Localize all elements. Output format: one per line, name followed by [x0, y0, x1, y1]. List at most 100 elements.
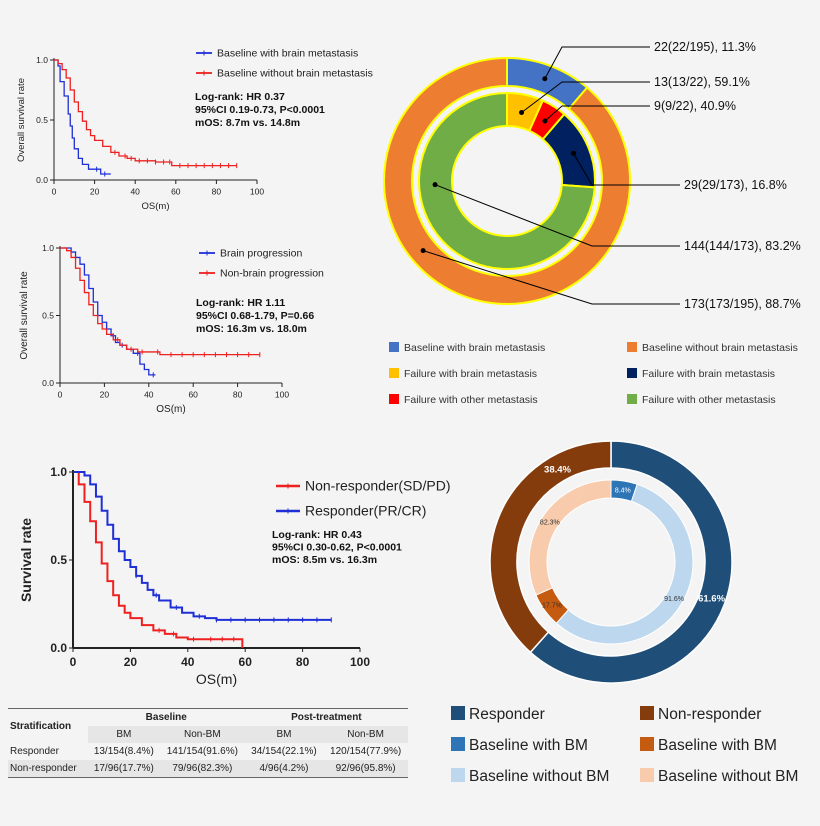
responder-donut: 8.4% 91.6% 17.7% 82.3% 61.6% 38.4% Responder No…: [451, 440, 798, 785]
legend-swatch: [451, 768, 465, 782]
callout-label: 173(173/195), 88.7%: [684, 297, 801, 311]
table-cell: 13/154(8.4%): [93, 746, 154, 757]
x-tick-label: 60: [188, 390, 198, 400]
table-cell: 120/154(77.9%): [330, 746, 402, 757]
table-subheader-nonbm: Non-BM: [159, 726, 245, 743]
x-tick-label: 0: [58, 390, 63, 400]
logrank-annotation: mOS: 8.7m vs. 14.8m: [195, 117, 300, 129]
x-tick-label: 100: [250, 187, 264, 197]
x-tick-label: 20: [100, 390, 110, 400]
x-axis-title: OS(m): [196, 671, 237, 687]
legend-label: Baseline with BM: [658, 737, 777, 754]
logrank-annotation: Log-rank: HR 0.37: [195, 91, 285, 103]
y-tick-label: 0.5: [50, 553, 67, 567]
inner-segment-label: 8.4%: [615, 487, 631, 494]
y-tick-label: 1.0: [36, 55, 48, 65]
x-tick-label: 80: [212, 187, 222, 197]
survival-curve-red: [73, 471, 244, 648]
table-cell: 4/96(4.2%): [244, 760, 324, 778]
legend-label: Baseline without BM: [658, 768, 798, 785]
legend-label: Baseline with brain metastasis: [217, 48, 358, 60]
legend-swatch: [451, 706, 465, 720]
outer-ring-segment: [529, 440, 733, 684]
legend-label: Failure with brain metastasis: [404, 368, 537, 380]
inner-segment-label: 17.7%: [542, 602, 562, 609]
callout-line: [422, 250, 680, 305]
x-axis-title: OS(m): [156, 404, 185, 415]
callout-line: [434, 184, 680, 247]
y-tick-label: 0.0: [42, 378, 54, 388]
callout-line: [521, 81, 650, 113]
survival-curve-blue: [73, 471, 332, 621]
x-axis-title: OS(m): [142, 201, 170, 212]
table-header-baseline: Baseline: [87, 708, 245, 726]
legend-swatch: [627, 394, 637, 404]
outer-segment-label: 61.6%: [698, 594, 725, 605]
legend-swatch: [640, 737, 654, 751]
inner-segment-label: 82.3%: [540, 520, 560, 527]
metastasis-donut: 22(22/195), 11.3% 13(13/22), 59.1% 9(9/22)…: [383, 40, 801, 406]
table-subheader-nonbm: Non-BM: [323, 726, 408, 743]
table-row: Non-responder 17/96(17.7%) 79/96(82.3%) …: [8, 760, 408, 778]
logrank-annotation: Log-rank: HR 1.11: [196, 297, 285, 309]
callout-label: 29(29/173), 16.8%: [684, 178, 787, 192]
logrank-annotation: mOS: 16.3m vs. 18.0m: [196, 323, 307, 335]
table-header-stratification: Stratification: [8, 708, 88, 743]
y-tick-label: 0.5: [36, 115, 48, 125]
table-subheader-bm: BM: [244, 726, 324, 743]
stratification-table: Stratification Baseline Post-treatment B…: [8, 708, 408, 778]
legend-label: Failure with brain metastasis: [642, 368, 775, 380]
table-row: Responder 13/154(8.4%) 141/154(91.6%) 34…: [8, 743, 408, 760]
x-tick-label: 40: [144, 390, 154, 400]
legend-swatch: [627, 368, 637, 378]
legend-swatch: [389, 394, 399, 404]
inner-ring-segment: [418, 91, 596, 270]
y-tick-label: 0.5: [42, 310, 54, 320]
callout-label: 144(144/173), 83.2%: [684, 239, 801, 253]
outer-ring-segment: [489, 440, 612, 654]
km-chart: 0 20 40 60 80 100 0.0 0.5 1.0 OS(m) Overall surviv…: [19, 243, 324, 415]
x-tick-label: 100: [350, 655, 370, 669]
legend-label: Baseline without brain metastasis: [642, 342, 798, 354]
table-cell: 141/154(91.6%): [166, 746, 238, 757]
table-cell: 79/96(82.3%): [159, 760, 245, 778]
legend-label: Baseline with brain metastasis: [404, 342, 545, 354]
legend-label: Brain progression: [220, 248, 302, 260]
inner-ring-segment: [528, 479, 612, 596]
x-tick-label: 60: [171, 187, 181, 197]
legend-label: Baseline without brain metastasis: [217, 68, 373, 80]
x-tick-label: 80: [296, 655, 310, 669]
legend-label: Non-responder(SD/PD): [305, 478, 451, 494]
callout-label: 13(13/22), 59.1%: [654, 75, 750, 89]
legend-label: Baseline without BM: [469, 768, 609, 785]
legend-label: Failure with other metastasis: [404, 394, 538, 406]
table-row-label: Non-responder: [8, 760, 88, 778]
table-row-label: Responder: [10, 746, 59, 757]
table-cell: 17/96(17.7%): [87, 760, 160, 778]
legend-swatch: [627, 342, 637, 352]
y-tick-label: 0.0: [36, 175, 48, 185]
x-tick-label: 20: [90, 187, 100, 197]
legend-label: Baseline with BM: [469, 737, 588, 754]
survival-curve-blue: [54, 59, 111, 175]
logrank-annotation: mOS: 8.5m vs. 16.3m: [272, 554, 377, 566]
y-axis-title: Survival rate: [18, 518, 34, 602]
legend-swatch: [451, 737, 465, 751]
inner-segment-label: 91.6%: [664, 596, 684, 603]
y-tick-label: 1.0: [50, 465, 67, 479]
y-axis-title: Overall survival rate: [16, 78, 27, 162]
km-chart: 0 20 40 60 80 100 0.0 0.5 1.0 OS(m) Survival rate N…: [18, 465, 451, 687]
callout-label: 22(22/195), 11.3%: [654, 40, 756, 54]
table-cell: 34/154(22.1%): [251, 746, 317, 757]
table-subheader-bm: BM: [87, 726, 160, 743]
x-tick-label: 0: [52, 187, 57, 197]
logrank-annotation: 95%CI 0.30-0.62, P<0.0001: [272, 542, 402, 554]
x-tick-label: 40: [181, 655, 195, 669]
y-axis-title: Overall survival rate: [19, 271, 30, 360]
logrank-annotation: 95%CI 0.19-0.73, P<0.0001: [195, 104, 325, 116]
table-cell: 92/96(95.8%): [323, 760, 408, 778]
x-tick-label: 60: [239, 655, 253, 669]
survival-curve-red: [60, 247, 260, 356]
y-tick-label: 0.0: [50, 641, 67, 655]
